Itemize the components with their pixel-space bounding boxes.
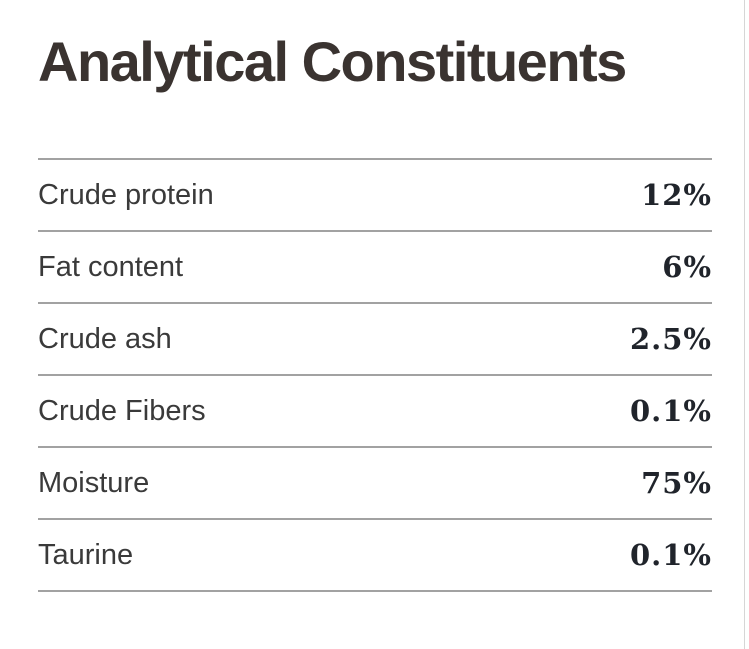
page-edge-line [744,0,745,649]
constituent-label: Crude Fibers [38,394,206,427]
table-row: Crude ash 2.5% [38,302,712,374]
section-title: Analytical Constituents [38,30,627,93]
constituent-label: Crude ash [38,322,172,355]
table-row: Moisture 75% [38,446,712,518]
constituent-value: 75% [641,466,712,500]
constituent-label: Crude protein [38,178,214,211]
constituent-value: 0.1% [629,394,712,428]
constituent-value: 2.5% [629,322,712,356]
constituent-value: 0.1% [629,538,712,572]
constituents-table: Crude protein 12% Fat content 6% Crude a… [38,158,712,592]
table-row: Taurine 0.1% [38,518,712,590]
constituent-label: Taurine [38,538,134,571]
constituent-value: 12% [641,178,712,212]
constituent-value: 6% [662,250,712,284]
constituent-label: Fat content [38,250,184,283]
table-row: Crude protein 12% [38,158,712,230]
table-row: Crude Fibers 0.1% [38,374,712,446]
table-row: Fat content 6% [38,230,712,302]
constituent-label: Moisture [38,466,150,499]
